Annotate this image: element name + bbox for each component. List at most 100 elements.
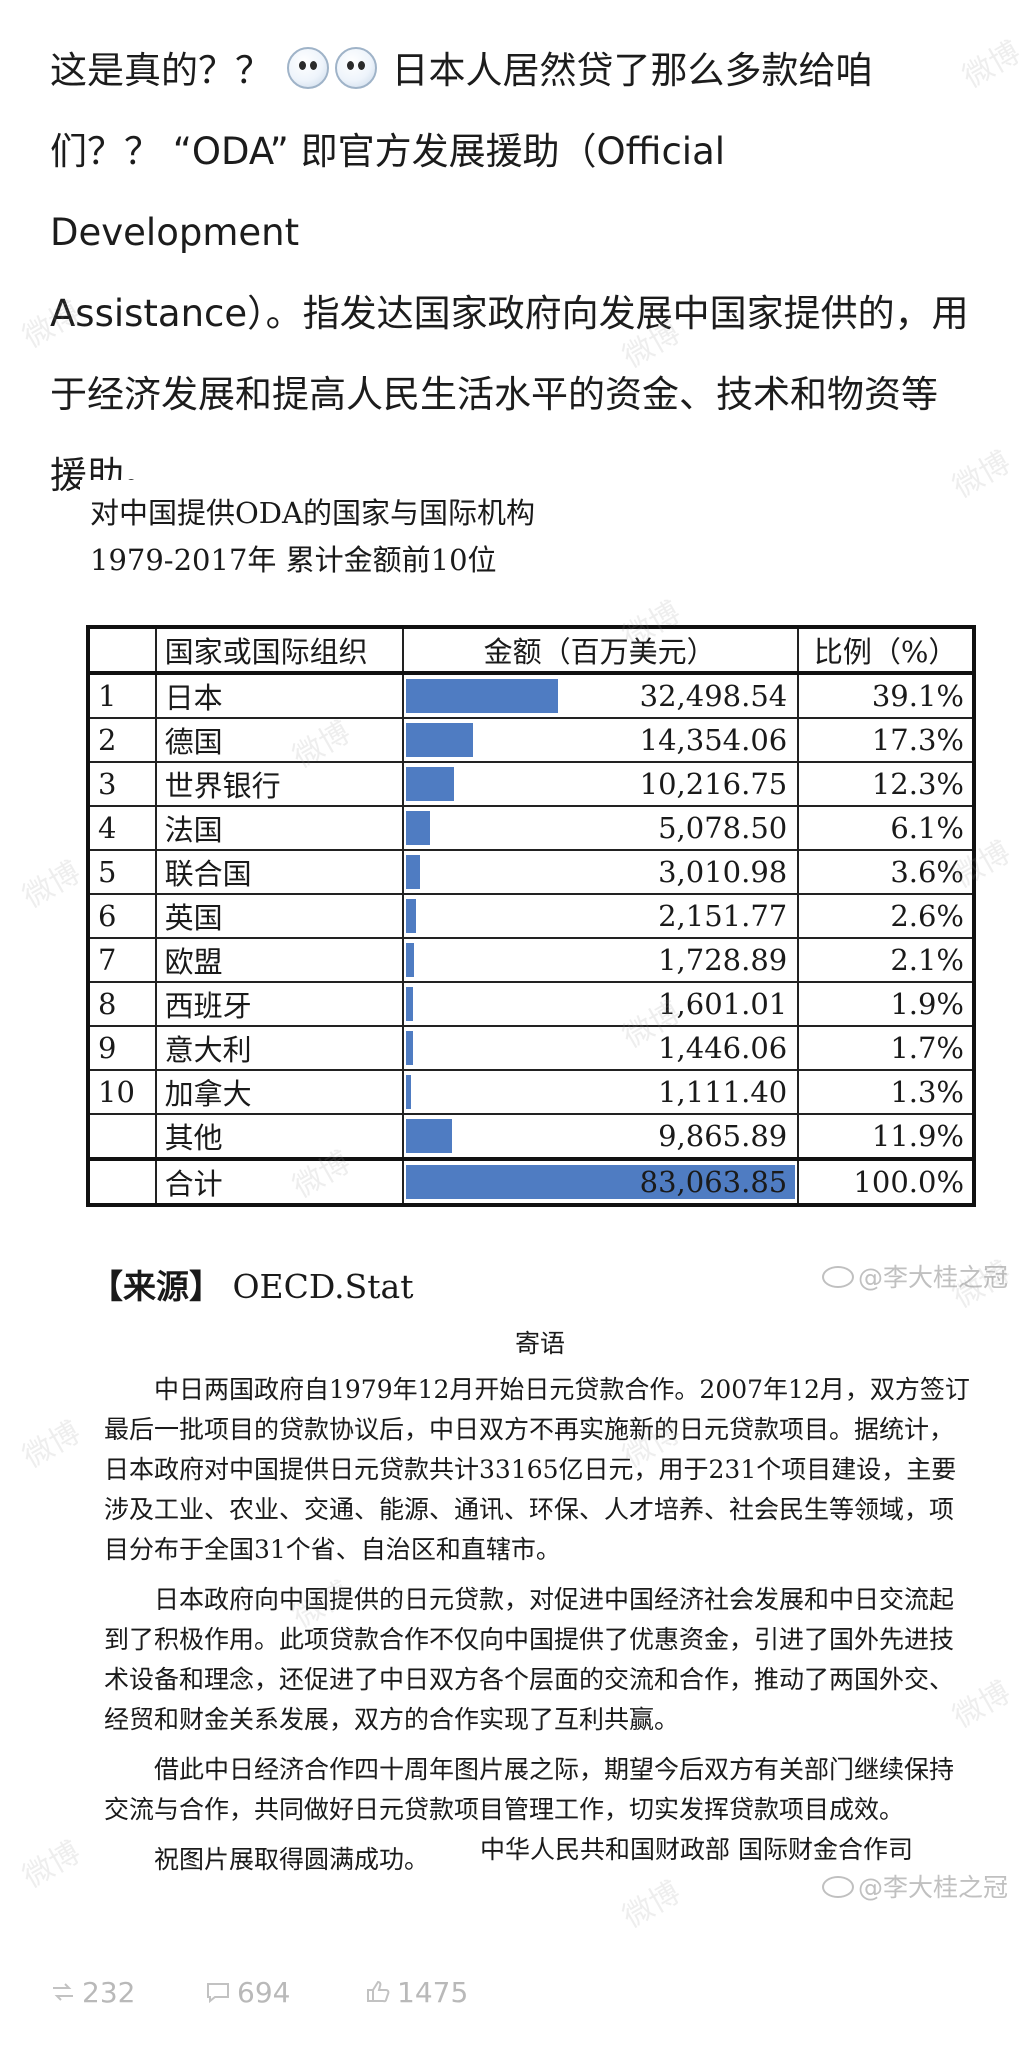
cell-name: 法国 [154,805,405,851]
amount-bar [406,1165,796,1199]
table-title-line-2: 1979-2017年 累计金额前10位 [90,543,497,577]
repost-icon [53,1983,73,2001]
like-button[interactable]: 1475 [365,1976,468,2009]
author-watermark-text: @李大桂之冠 [858,1873,1009,1902]
cell-pct: 2.6% [797,893,975,939]
amount-bar [406,1031,413,1065]
action-bar: 232 694 1475 [0,1962,1030,2022]
amount-text: 1,728.89 [658,943,788,977]
amount-bar [406,767,454,801]
cell-pct: 11.9% [797,1113,975,1160]
cell-rank: 10 [87,1069,157,1115]
cell-rank: 1 [87,672,157,719]
amount-text: 1,111.40 [658,1075,788,1109]
cell-amount: 10,216.75 [402,761,800,807]
cell-rank: 7 [87,937,157,983]
amount-text: 3,010.98 [658,855,788,889]
cell-rank [87,1157,157,1206]
amount-text: 1,446.06 [658,1031,788,1065]
post-line-1: 这是真的？？ 日本人居然贷了那么多款给咱 [50,30,980,111]
amount-bar [406,811,430,845]
cell-pct: 100.0% [797,1157,975,1206]
table-row: 4 法国 5,078.50 6.1% [87,805,975,851]
total-row: 合计 83,063.85 100.0% [87,1157,975,1206]
amount-text: 10,216.75 [639,767,788,801]
cell-name: 西班牙 [154,981,405,1027]
cell-pct: 3.6% [797,849,975,895]
weibo-watermark: 微博 [17,1414,87,1476]
comment-count: 694 [237,1975,291,2009]
amount-bar [406,1075,412,1109]
amount-bar [406,943,415,977]
like-count: 1475 [397,1975,469,2009]
table-row: 10 加拿大 1,111.40 1.3% [87,1069,975,1115]
repost-count: 232 [82,1975,136,2009]
weibo-logo-icon [822,1266,854,1288]
amount-text: 14,354.06 [639,723,788,757]
scanned-image[interactable]: 对中国提供ODA的国家与国际机构 1979-2017年 累计金额前10位 国家或… [80,480,1000,1905]
cell-amount: 2,151.77 [402,893,800,939]
table-row: 7 欧盟 1,728.89 2.1% [87,937,975,983]
repost-button[interactable]: 232 [50,1976,135,2009]
letter-signoff: 中华人民共和国财政部 国际财金合作司 [480,1835,913,1864]
cell-rank [87,1113,157,1160]
cell-pct: 1.9% [797,981,975,1027]
cell-pct: 6.1% [797,805,975,851]
amount-bar [406,855,421,889]
table-row: 其他 9,865.89 11.9% [87,1113,975,1160]
table-body: 1 日本 32,498.54 39.1% 2 德国 14,354.06 17.3% 3 世界银行 1… [87,672,975,1206]
cell-pct: 1.3% [797,1069,975,1115]
letter-paragraph: 祝图片展取得圆满成功。 [154,1845,430,1874]
cell-pct: 2.1% [797,937,975,983]
amount-text: 9,865.89 [658,1119,788,1153]
cell-amount: 1,601.01 [402,981,800,1027]
weibo-watermark: 微博 [17,1834,87,1896]
cell-amount: 14,354.06 [402,717,800,763]
cell-rank: 3 [87,761,157,807]
comment-button[interactable]: 694 [205,1976,290,2009]
cell-amount: 1,728.89 [402,937,800,983]
comment-icon [207,1983,229,2004]
post-line-4: 于经济发展和提高人民生活水平的资金、技术和物资等 [50,373,938,416]
cell-rank: 2 [87,717,157,763]
cell-amount: 9,865.89 [402,1113,800,1160]
cell-name: 英国 [154,893,405,939]
cell-name: 德国 [154,717,405,763]
table-row: 6 英国 2,151.77 2.6% [87,893,975,939]
table-title: 对中国提供ODA的国家与国际机构 1979-2017年 累计金额前10位 [90,490,535,584]
oda-table: 国家或国际组织 金额（百万美元） 比例（%） 1 日本 32,498.54 39.1%… [86,625,976,1207]
amount-text: 5,078.50 [658,811,788,845]
table-row: 1 日本 32,498.54 39.1% [87,672,975,719]
cell-amount: 1,111.40 [402,1069,800,1115]
cell-amount: 3,010.98 [402,849,800,895]
cell-pct: 39.1% [797,672,975,719]
cell-rank: 8 [87,981,157,1027]
letter-paragraph: 中日两国政府自1979年12月开始日元贷款合作。2007年12月，双方签订最后一… [104,1375,970,1564]
doge-icon [286,47,329,89]
amount-bar [406,899,417,933]
amount-text: 1,601.01 [658,987,788,1021]
cell-name: 意大利 [154,1025,405,1071]
letter-paragraph: 借此中日经济合作四十周年图片展之际，期望今后双方有关部门继续保持交流与合作，共同… [104,1755,955,1824]
amount-text: 32,498.54 [639,679,788,713]
amount-bar [406,987,414,1021]
amount-text: 83,063.85 [639,1165,788,1199]
amount-bar [406,679,559,713]
post-line-1b: 日本人居然贷了那么多款给咱 [391,49,873,92]
author-watermark: @李大桂之冠 [822,1258,1008,1294]
source-line: 【来源】 OECD.Stat [90,1260,413,1308]
table-header-row: 国家或国际组织 金额（百万美元） 比例（%） [87,626,975,674]
post-text: 这是真的？？ 日本人居然贷了那么多款给咱 们？？ “ODA” 即官方发展援助（O… [50,30,980,516]
header-name: 国家或国际组织 [154,626,405,674]
amount-text: 2,151.77 [658,899,788,933]
doge-icon [334,47,377,89]
cell-name: 其他 [154,1113,405,1160]
table-title-line-1: 对中国提供ODA的国家与国际机构 [90,496,535,530]
cell-name: 联合国 [154,849,405,895]
letter-body: 中日两国政府自1979年12月开始日元贷款合作。2007年12月，双方签订最后一… [104,1370,974,1890]
table-row: 8 西班牙 1,601.01 1.9% [87,981,975,1027]
cell-amount: 1,446.06 [402,1025,800,1071]
cell-amount: 5,078.50 [402,805,800,851]
source-text: OECD.Stat [232,1267,414,1306]
cell-name: 合计 [154,1157,405,1206]
